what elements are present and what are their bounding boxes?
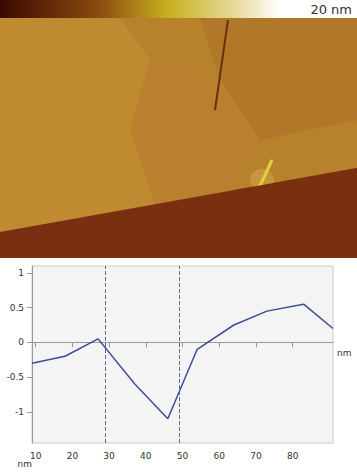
svg-text:30: 30	[103, 451, 115, 461]
svg-text:10: 10	[30, 451, 42, 461]
svg-text:80: 80	[287, 451, 299, 461]
svg-text:20 nm: 20 nm	[310, 2, 352, 17]
svg-text:nm: nm	[337, 348, 351, 358]
svg-text:0: 0	[18, 337, 24, 347]
svg-text:40: 40	[140, 451, 152, 461]
svg-text:60: 60	[213, 451, 225, 461]
svg-text:50: 50	[177, 451, 189, 461]
svg-text:20: 20	[67, 451, 79, 461]
svg-text:-0.5: -0.5	[6, 372, 24, 382]
svg-text:0.5: 0.5	[10, 303, 24, 313]
svg-text:-1: -1	[15, 407, 24, 417]
svg-text:1: 1	[18, 268, 24, 278]
svg-text:70: 70	[250, 451, 262, 461]
svg-text:nm: nm	[18, 459, 32, 469]
